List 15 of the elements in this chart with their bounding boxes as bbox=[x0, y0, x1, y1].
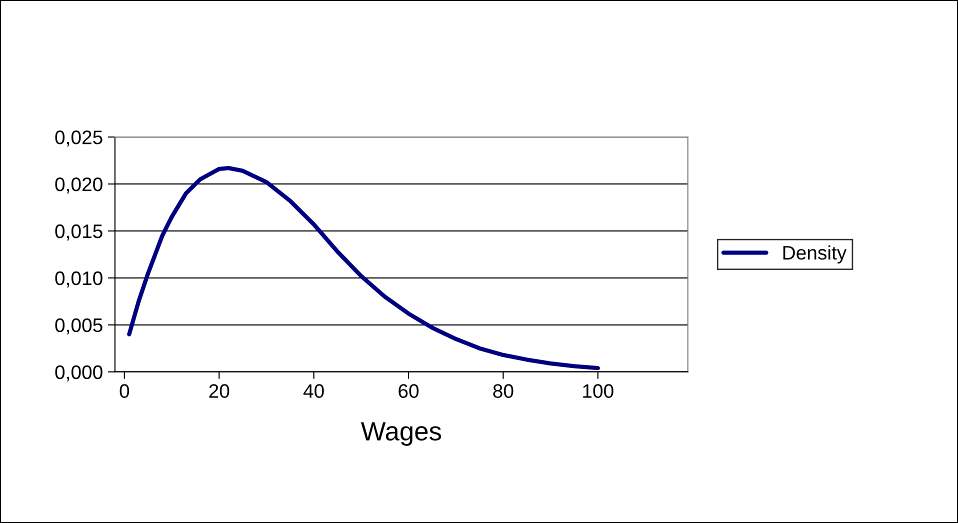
x-tick-label: 0 bbox=[120, 384, 130, 398]
y-tick-label: 0,025 bbox=[55, 130, 102, 147]
y-tick-label: 0,005 bbox=[55, 318, 102, 334]
legend-label: Density bbox=[783, 245, 847, 264]
y-tick-label: 0,015 bbox=[55, 224, 102, 240]
y-tick-label: 0,010 bbox=[55, 271, 102, 288]
x-tick-label: 100 bbox=[583, 384, 614, 398]
x-tick-label: 80 bbox=[493, 384, 514, 398]
x-tick-label: 60 bbox=[398, 384, 419, 398]
y-tick-label: 0,020 bbox=[55, 177, 102, 194]
y-tick-label: 0,000 bbox=[55, 365, 102, 382]
x-axis-title: Wages bbox=[360, 422, 442, 446]
line-series bbox=[127, 166, 600, 370]
x-tick-label: 20 bbox=[209, 384, 230, 398]
x-tick-label: 40 bbox=[303, 384, 324, 398]
